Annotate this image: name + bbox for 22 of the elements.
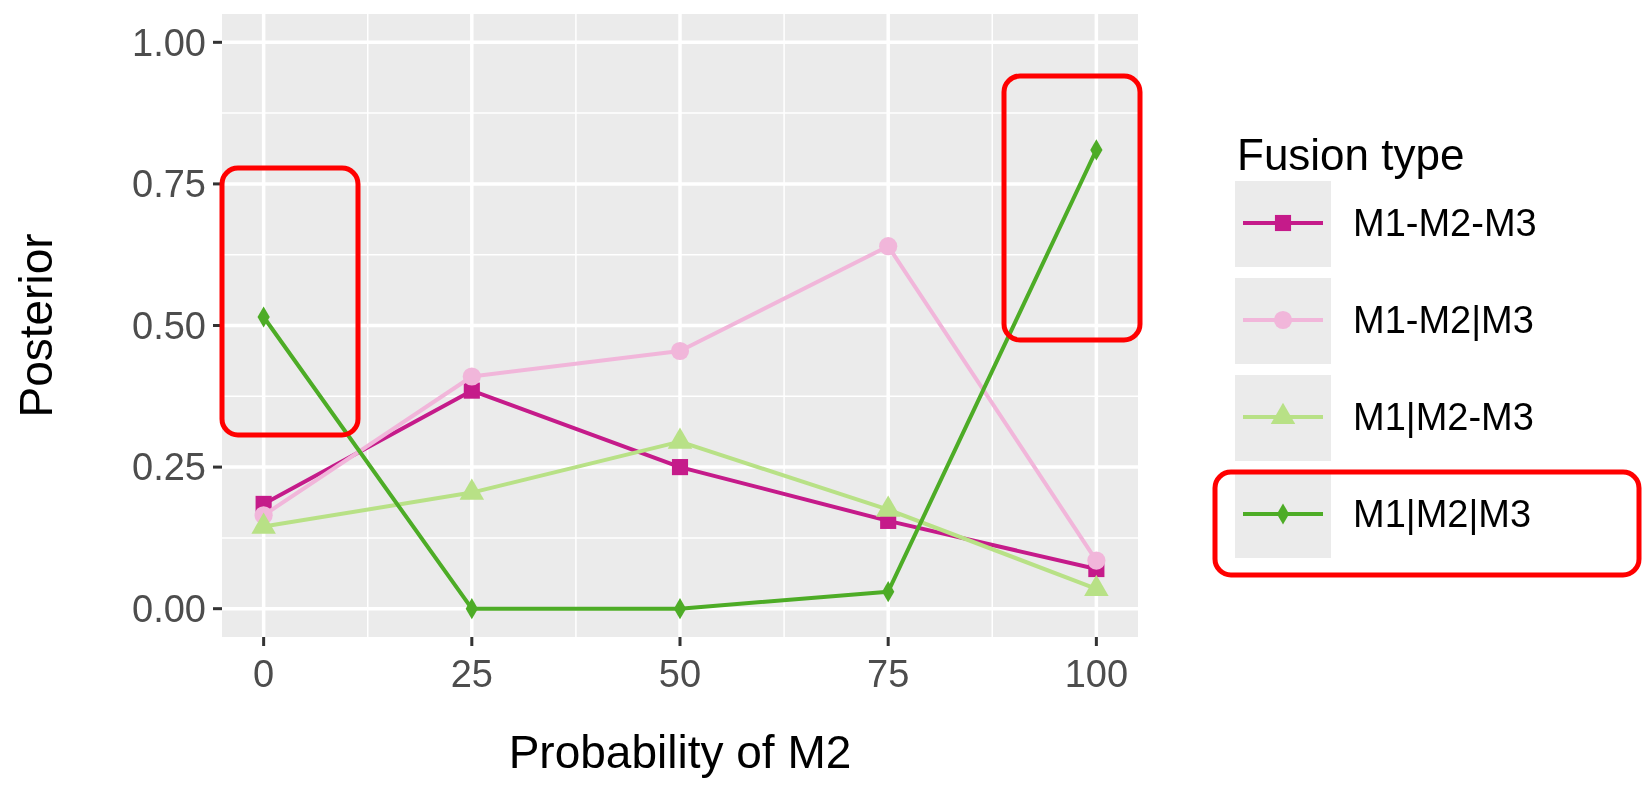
y-tick-label: 0.50 <box>132 304 206 347</box>
point <box>879 237 898 256</box>
x-tick-label: 50 <box>658 653 702 695</box>
y-tick-label: 0.25 <box>132 446 206 489</box>
point <box>671 459 689 476</box>
y-tick-label: 0.00 <box>132 587 206 630</box>
point <box>1087 551 1106 570</box>
legend-label: M1-M2-M3 <box>1353 202 1537 245</box>
x-tick-label: 0 <box>253 653 275 695</box>
legend-label: M1-M2|M3 <box>1353 299 1534 342</box>
point <box>670 341 690 361</box>
legend-title: Fusion type <box>1237 130 1465 179</box>
y-tick-label: 1.00 <box>132 21 206 64</box>
x-tick-label: 100 <box>1064 653 1129 695</box>
point <box>462 367 481 386</box>
x-tick-label: 25 <box>450 653 493 695</box>
x-axis-title: Probability of M2 <box>508 726 852 778</box>
legend-label: M1|M2-M3 <box>1353 396 1534 439</box>
y-axis-title: Posterior <box>10 233 62 418</box>
legend-label: M1|M2|M3 <box>1353 493 1532 536</box>
x-tick-label: 75 <box>867 653 910 695</box>
y-tick-label: 0.75 <box>132 163 206 206</box>
